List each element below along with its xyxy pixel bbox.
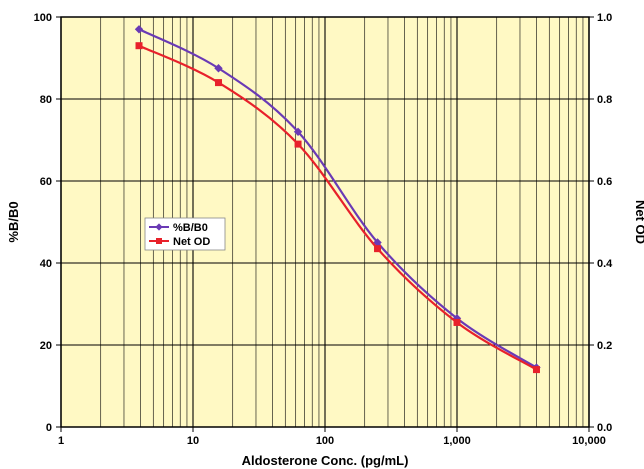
y-axis-right-title: Net OD	[633, 200, 644, 244]
legend-marker-series-2	[156, 238, 162, 244]
series-1-point	[134, 25, 144, 34]
y-left-tick-label: 60	[40, 176, 52, 188]
y-right-tick-label: 1.0	[597, 12, 612, 24]
x-tick-label: 100	[316, 435, 334, 447]
series-1-point	[293, 127, 303, 136]
x-tick-label: 1	[58, 435, 64, 447]
series-1-point	[214, 64, 223, 73]
y-right-tick-label: 0.2	[597, 340, 612, 352]
legend: %B/B0 Net OD	[144, 217, 226, 251]
y-axis-left-title: %B/B0	[6, 201, 21, 242]
legend-box	[144, 217, 226, 251]
legend-label-series-2: Net OD	[173, 236, 210, 248]
series-2-point	[135, 42, 143, 50]
y-right-tick-label: 0.6	[597, 176, 612, 188]
x-tick-label: 10	[187, 435, 199, 447]
series-2-point	[453, 318, 461, 326]
legend-marker-series-1	[155, 223, 163, 231]
y-right-tick-label: 0.4	[597, 258, 613, 270]
axis-ticks: 1 10 100 1,000 10,000 0 20 40 60 80 100 0.0 0.2 0.4 0.…	[34, 12, 614, 447]
y-left-tick-label: 100	[34, 12, 52, 24]
series-2-point	[294, 140, 302, 148]
y-left-tick-label: 0	[46, 422, 52, 434]
x-tick-label: 1,000	[443, 435, 471, 447]
x-tick-label: 10,000	[572, 435, 606, 447]
y-left-tick-label: 20	[40, 340, 52, 352]
y-left-tick-label: 80	[40, 94, 52, 106]
y-right-tick-label: 0.0	[597, 422, 612, 434]
y-left-tick-label: 40	[40, 258, 52, 270]
x-axis-title: Aldosterone Conc. (pg/mL)	[242, 453, 409, 468]
series-layer	[134, 25, 541, 374]
y-right-tick-label: 0.8	[597, 94, 612, 106]
series-2-point	[374, 245, 382, 253]
series-2-point	[214, 79, 222, 87]
legend-label-series-1: %B/B0	[173, 222, 208, 234]
series-2-point	[532, 366, 540, 374]
